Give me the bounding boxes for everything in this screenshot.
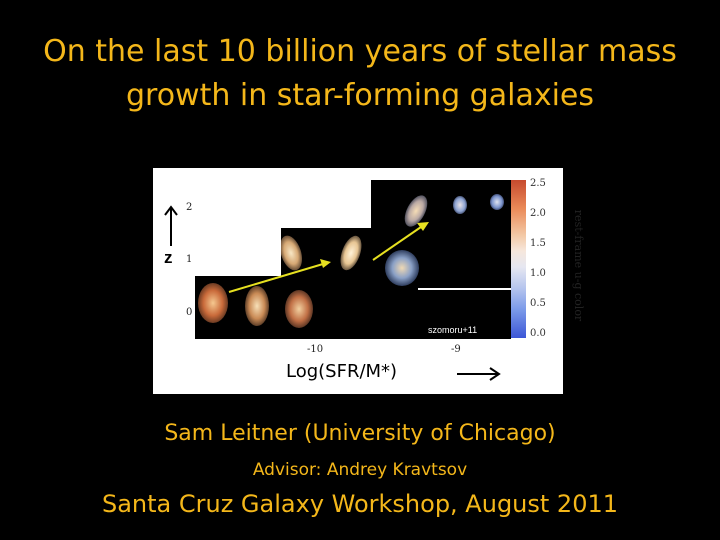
z-axis-label: z (164, 248, 173, 267)
evolution-arrows (228, 222, 429, 293)
advisor-line: Advisor: Andrey Kravtsov (252, 460, 468, 480)
galaxy-z2-b (453, 196, 467, 214)
galaxy-z1-c (385, 250, 419, 286)
panel-divider (418, 288, 511, 290)
colorbar (511, 180, 526, 338)
galaxy-figure: 2 1 0 z szomoru+11 2.5 2.0 1.5 1.0 0.5 0 (153, 168, 585, 394)
panel-mask-top (195, 180, 371, 228)
slide-title: On the last 10 billion years of stellar … (0, 30, 720, 118)
galaxy-z0-b (245, 286, 269, 326)
y-tick-1: 1 (186, 254, 193, 265)
panel-mask-middle (195, 228, 281, 276)
up-arrow-icon (164, 205, 178, 246)
colorbar-tick: 0.5 (530, 298, 546, 309)
galaxy-z2-c (490, 194, 504, 210)
colorbar-label: rest-frame u-g color (572, 209, 586, 322)
galaxy-z0-a (198, 283, 228, 323)
x-tick--10: -10 (307, 344, 324, 355)
author-line: Sam Leitner (University of Chicago) (164, 421, 556, 446)
title-line-2: growth in star-forming galaxies (125, 78, 595, 113)
colorbar-tick: 0.0 (530, 328, 546, 339)
galaxy-z0-c (285, 290, 313, 328)
colorbar-tick: 1.0 (530, 268, 546, 279)
y-tick-0: 0 (186, 307, 193, 318)
colorbar-tick: 1.5 (530, 238, 546, 249)
x-tick--9: -9 (451, 344, 461, 355)
credit-label: szomoru+11 (428, 325, 478, 335)
y-tick-2: 2 (186, 202, 193, 213)
colorbar-tick: 2.5 (530, 178, 546, 189)
x-axis-label: Log(SFR/M*) (286, 361, 398, 382)
right-arrow-icon (457, 367, 501, 381)
colorbar-tick: 2.0 (530, 208, 546, 219)
venue-line: Santa Cruz Galaxy Workshop, August 2011 (101, 490, 619, 518)
title-line-1: On the last 10 billion years of stellar … (43, 34, 677, 69)
